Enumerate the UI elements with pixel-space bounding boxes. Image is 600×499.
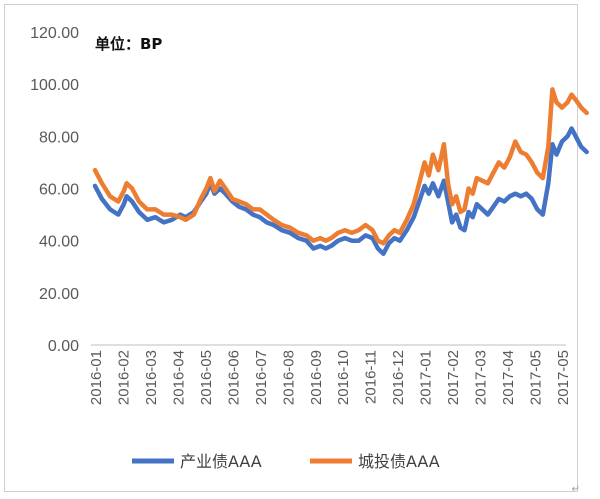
series-line-2 xyxy=(92,87,589,246)
y-tick-label: 100.00 xyxy=(30,77,79,94)
x-tick-label: 2016-12 xyxy=(390,350,407,405)
legend-label-1: 产业债AAA xyxy=(180,452,262,471)
x-tick-label: 2017-05 xyxy=(555,350,572,405)
series-layer xyxy=(92,87,589,256)
x-tick-label: 2016-04 xyxy=(170,350,187,405)
y-tick-label: 40.00 xyxy=(39,234,79,251)
y-tick-label: 120.00 xyxy=(30,25,79,42)
x-tick-label: 2017-02 xyxy=(445,350,462,405)
x-tick-label: 2017-03 xyxy=(473,350,490,405)
x-tick-label: 2016-06 xyxy=(225,350,242,405)
x-tick-label: 2016-10 xyxy=(335,350,352,405)
x-tick-label: 2016-03 xyxy=(143,350,160,405)
x-tick-label: 2016-11 xyxy=(363,350,380,404)
chart-frame xyxy=(4,4,578,492)
x-tick-label: 2017-05 xyxy=(528,350,545,405)
y-tick-label: 80.00 xyxy=(39,129,79,146)
x-tick-label: 2017-01 xyxy=(418,350,435,405)
x-tick-label: 2017-04 xyxy=(500,350,517,405)
x-tick-label: 2016-05 xyxy=(198,350,215,405)
legend-label-2: 城投债AAA xyxy=(358,452,440,471)
x-axis: 2016-01 2016-02 2016-03 2016-04 2016-05 2016-… xyxy=(88,344,572,405)
y-tick-label: 60.00 xyxy=(39,182,79,199)
unit-label: 单位：BP xyxy=(95,35,163,53)
x-tick-label: 2016-09 xyxy=(308,350,325,405)
legend: 产业债AAA 城投债AAA xyxy=(132,452,440,471)
x-tick-label: 2016-08 xyxy=(280,350,297,405)
x-tick-label: 2016-02 xyxy=(115,350,132,405)
y-axis: 0.00 20.00 40.00 60.00 80.00 100.00 120.00 xyxy=(30,25,79,355)
y-tick-label: 20.00 xyxy=(39,286,79,303)
corner-mark: ↵ xyxy=(571,484,580,495)
x-tick-label: 2016-07 xyxy=(253,350,270,405)
x-tick-label: 2016-01 xyxy=(88,350,105,405)
y-tick-label: 0.00 xyxy=(48,338,79,355)
